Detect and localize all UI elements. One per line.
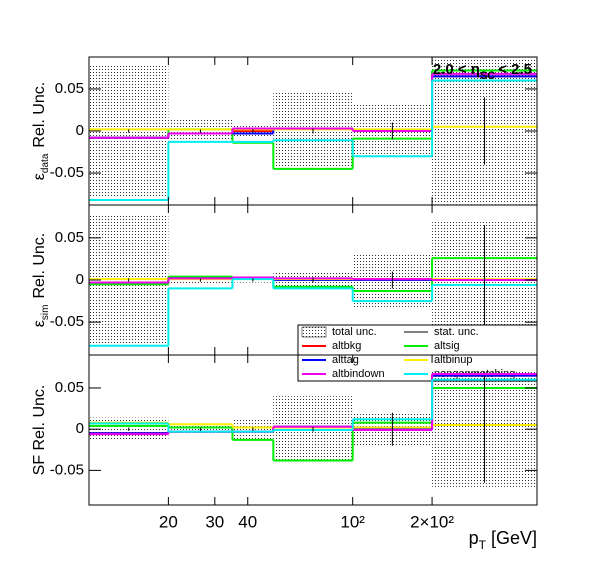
x-tick-label: 2×10² [410, 512, 454, 531]
y-tick-label: 0 [76, 271, 84, 288]
y-label-symbol: ε [31, 320, 48, 327]
x-label-text: [GeV] [491, 528, 537, 548]
panel [89, 57, 537, 205]
x-label-symbol: p [469, 528, 479, 548]
panel [89, 371, 537, 487]
y-tick-label: 0.05 [55, 229, 84, 246]
x-label-sub: T [479, 538, 487, 552]
y-tick-label: -0.05 [50, 313, 84, 330]
y-tick-label: 0 [76, 420, 84, 437]
y-tick-label: 0.05 [55, 379, 84, 396]
x-tick-label: 10² [340, 512, 365, 531]
y-label-symbol: ε [31, 173, 48, 180]
y-label-text: SF Rel. Unc. [31, 385, 48, 476]
y-label-sub: data [40, 153, 51, 173]
legend-label: total unc. [332, 326, 377, 338]
legend-label: altbkg [332, 340, 361, 352]
x-tick-label: 20 [159, 512, 178, 531]
panel [89, 214, 537, 347]
legend-label: altsig [434, 340, 460, 352]
annotation-sub: SC [480, 70, 495, 82]
legend-label: alttag [332, 354, 359, 366]
y-tick-label: 0.05 [55, 80, 84, 97]
legend-label: stat. unc. [434, 326, 479, 338]
legend-swatch [301, 326, 327, 338]
y-label-sub: sim [40, 305, 51, 321]
y-tick-label: -0.05 [50, 164, 84, 181]
legend-label: altbindown [332, 368, 385, 380]
legend-label: altbinup [434, 354, 473, 366]
y-label-text: Rel. Unc. [31, 82, 48, 148]
y-axis-label: SF Rel. Unc. [31, 385, 48, 476]
annotation-pre: 2.0 < η [433, 61, 480, 78]
x-axis-label: pT [GeV] [469, 528, 537, 552]
y-label-text: Rel. Unc. [31, 233, 48, 299]
annotation: 2.0 < ηSC < 2.5 [433, 61, 532, 82]
x-tick-label: 40 [238, 512, 257, 531]
frame [88, 354, 538, 506]
y-axis-label: εdata Rel. Unc. [31, 82, 51, 180]
y-tick-label: 0 [76, 122, 84, 139]
y-axis-label: εsim Rel. Unc. [31, 233, 51, 328]
x-tick-label: 30 [205, 512, 224, 531]
y-tick-label: -0.05 [50, 461, 84, 478]
annotation-post: < 2.5 [498, 61, 532, 78]
